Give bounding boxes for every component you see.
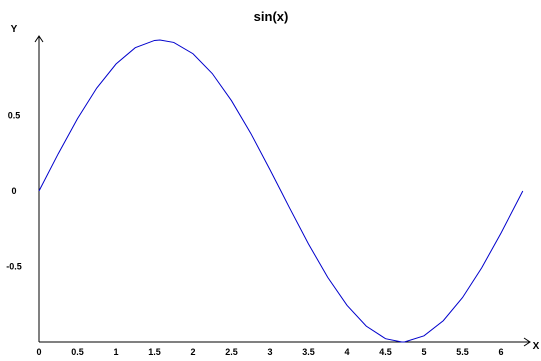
x-tick-label: 0.5 — [71, 347, 84, 357]
y-tick-label: 0.5 — [8, 111, 21, 121]
x-axis-arrow — [523, 337, 531, 347]
chart-title: sin(x) — [254, 9, 289, 24]
x-tick-label: 3.5 — [302, 347, 315, 357]
x-tick-label: 2 — [190, 347, 195, 357]
y-tick-label: 0 — [11, 186, 16, 196]
x-tick-labels: 0 0.5 1 1.5 2 2.5 3 3.5 4 4.5 5 5.5 6 — [36, 347, 503, 357]
y-axis-label: Y — [11, 24, 18, 35]
x-tick-label: 5 — [421, 347, 426, 357]
x-tick-label: 6 — [498, 347, 503, 357]
y-tick-labels: 0.5 0 -0.5 — [6, 111, 22, 272]
x-tick-label: 1.5 — [148, 347, 161, 357]
x-tick-label: 1 — [113, 347, 118, 357]
x-tick-label: 4.5 — [379, 347, 392, 357]
x-tick-label: 2.5 — [225, 347, 238, 357]
x-tick-label: 3 — [267, 347, 272, 357]
y-tick-label: -0.5 — [6, 262, 22, 272]
x-axis-label: X — [533, 341, 540, 352]
x-tick-label: 4 — [344, 347, 349, 357]
y-axis-arrow — [34, 35, 44, 43]
x-tick-label: 0 — [36, 347, 41, 357]
series-line-sin — [38, 39, 524, 343]
x-tick-label: 5.5 — [456, 347, 469, 357]
